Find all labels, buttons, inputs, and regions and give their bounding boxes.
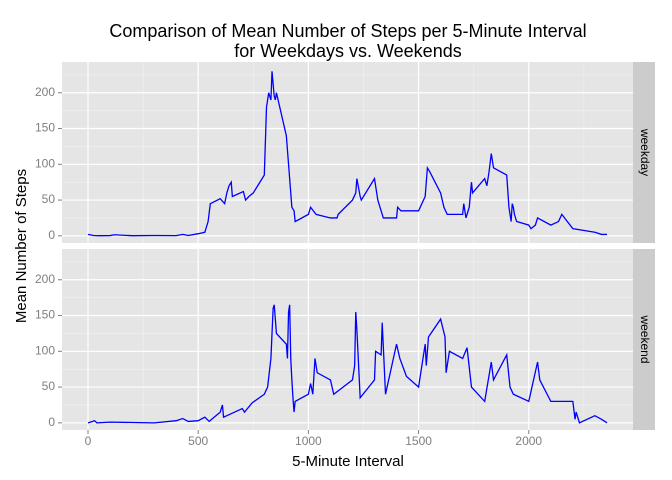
x-tick-label: 1500 (405, 434, 432, 448)
chart-title: for Weekdays vs. Weekends (234, 41, 461, 61)
x-tick-label: 1000 (295, 434, 322, 448)
strip-label: weekday (638, 128, 652, 176)
panel-background (62, 62, 633, 243)
strip-background (633, 62, 655, 243)
y-tick-label: 0 (48, 415, 55, 429)
y-tick-label: 0 (48, 228, 55, 242)
x-tick-label: 500 (188, 434, 208, 448)
x-axis-label: 5-Minute Interval (292, 453, 404, 470)
y-tick-label: 150 (35, 121, 55, 135)
y-tick-label: 150 (35, 308, 55, 322)
panel-background (62, 249, 633, 430)
y-tick-label: 100 (35, 343, 55, 357)
y-tick-label: 200 (35, 85, 55, 99)
chart-title: Comparison of Mean Number of Steps per 5… (109, 21, 586, 41)
y-tick-label: 200 (35, 272, 55, 286)
x-tick-label: 0 (85, 434, 92, 448)
y-tick-label: 50 (42, 379, 56, 393)
y-tick-label: 50 (42, 192, 56, 206)
y-tick-label: 100 (35, 156, 55, 170)
strip-label: weekend (638, 314, 652, 363)
y-axis-label: Mean Number of Steps (13, 169, 30, 323)
x-tick-label: 2000 (515, 434, 542, 448)
strip-background (633, 249, 655, 430)
line (87, 304, 608, 424)
line (87, 71, 607, 237)
